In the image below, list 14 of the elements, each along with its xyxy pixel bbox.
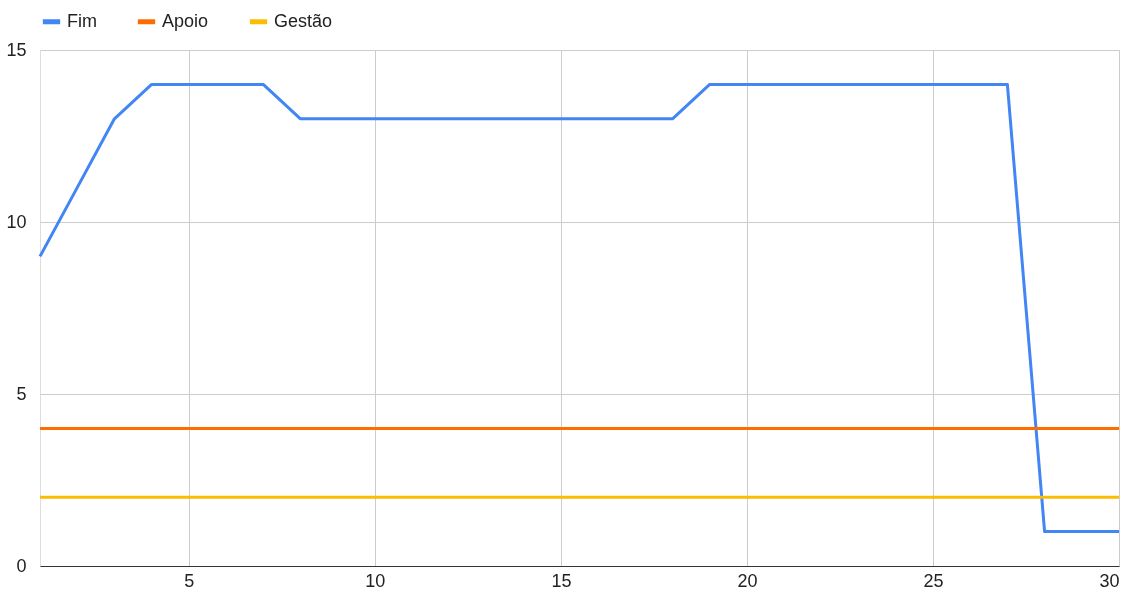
x-tick-label: 25 bbox=[923, 570, 944, 591]
y-tick-label: 10 bbox=[6, 211, 27, 232]
y-tick-label: 5 bbox=[16, 383, 27, 404]
y-tick-label: 15 bbox=[6, 39, 27, 60]
line-series bbox=[38, 82, 1121, 534]
legend-label: Gestão bbox=[274, 10, 333, 31]
x-tick-label: 10 bbox=[365, 570, 386, 591]
x-tick-label: 5 bbox=[184, 570, 195, 591]
legend-label: Fim bbox=[67, 10, 97, 31]
y-tick-label: 0 bbox=[16, 555, 27, 576]
x-tick-label: 15 bbox=[551, 570, 572, 591]
x-tick-label: 20 bbox=[737, 570, 758, 591]
legend-label: Apoio bbox=[162, 10, 209, 31]
x-tick-label: 30 bbox=[1099, 570, 1120, 591]
